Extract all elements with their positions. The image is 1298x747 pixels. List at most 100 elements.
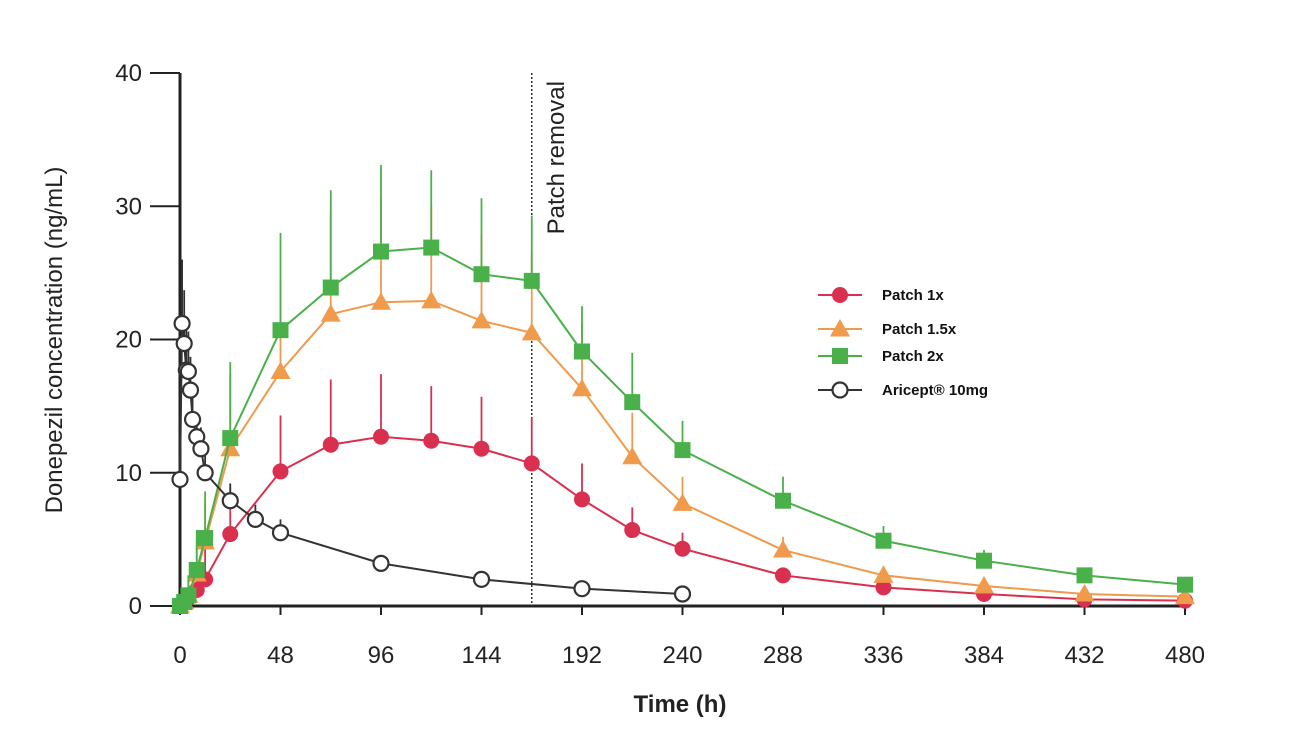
data-point [875,532,892,549]
x-tick-label: 240 [662,642,702,669]
data-point [271,524,290,542]
data-point [246,510,264,528]
data-point [775,567,791,584]
data-point [974,576,994,594]
data-point [673,585,692,603]
data-point [1076,567,1093,584]
x-tick-label: 96 [368,642,395,669]
data-point [831,381,849,399]
x-tick-label: 432 [1064,642,1104,669]
data-point [183,410,202,429]
series-line [179,435,1186,607]
data-point [320,304,341,322]
data-point [272,322,289,339]
x-tick-label: 0 [173,642,186,669]
data-point [573,580,591,598]
data-point [371,292,391,310]
data-point [471,310,492,329]
data-point [1177,576,1193,593]
data-point [775,492,791,509]
data-point [180,587,197,604]
data-point [523,455,540,472]
data-point [873,565,894,583]
data-point [622,446,643,465]
series-layer [170,164,1195,614]
y-tick-label: 0 [129,593,142,620]
legend-label: Aricept® 10mg [882,382,988,399]
patch-removal-label: Patch removal [543,81,570,234]
data-point [173,314,191,333]
series-square [172,164,1193,614]
data-point [574,491,590,508]
data-point [421,290,442,309]
x-tick-label: 384 [964,642,1004,669]
data-point [192,440,210,458]
data-point [272,463,289,480]
data-point [373,428,389,445]
data-point [832,348,848,364]
x-tick-label: 144 [461,642,501,669]
y-tick-label: 10 [115,460,142,487]
data-point [624,394,641,411]
data-point [197,530,214,547]
data-point [976,552,992,569]
data-point [423,432,440,449]
x-tick-label: 192 [562,642,602,669]
data-point [1074,584,1095,602]
y-axis-title: Donepezil concentration (ng/mL) [41,167,68,514]
y-tick-label: 40 [115,60,142,87]
y-tick-label: 30 [115,193,142,220]
data-point [572,378,592,397]
y-tick-label: 20 [115,327,142,354]
data-point [373,243,389,260]
legend-item: Patch 1.5x [818,319,957,338]
chart-legend: Patch 1x Patch 1.5x Patch 2x Aricept® 10mg [818,287,988,399]
data-point [574,343,590,360]
data-point [832,287,848,303]
data-point [523,272,540,289]
data-point [473,266,490,283]
data-point [188,562,205,579]
data-point [179,362,197,381]
data-point [875,579,892,596]
data-point [521,322,542,341]
series-open-circle [171,259,692,603]
legend-item: Patch 1x [818,287,944,304]
data-point [830,319,850,337]
x-tick-label: 480 [1165,642,1205,669]
data-point [175,334,193,353]
data-point [221,492,239,510]
data-point [773,540,793,558]
data-point [1175,586,1195,605]
data-point [181,381,200,399]
legend-label: Patch 1x [882,287,944,304]
x-tick-label: 336 [863,642,903,669]
legend-label: Patch 2x [882,348,944,365]
data-point [222,526,239,543]
data-point [674,540,691,557]
data-point [473,440,490,457]
data-point [220,438,241,457]
data-point [196,464,214,482]
axis-ticks: 0 48 96 144 192 240 288 336 384 432 480 0 10 20 30 40 [115,60,1205,669]
data-point [672,493,693,511]
x-axis-title: Time (h) [634,691,727,718]
series-line [179,323,683,596]
data-point [472,570,491,588]
data-point [322,436,339,453]
legend-label: Patch 1.5x [882,321,957,338]
legend-item: Patch 2x [818,348,944,365]
x-tick-label: 288 [763,642,803,669]
data-point [322,279,339,296]
data-point [222,430,239,447]
data-point [372,554,390,572]
chart-axes [178,73,1187,608]
data-point [270,361,291,379]
data-point [674,442,691,459]
legend-item: Aricept® 10mg [818,381,988,399]
x-tick-label: 48 [267,642,294,669]
data-point [423,239,440,256]
patch-removal-annotation: Patch removal [531,73,570,606]
data-point [171,470,189,489]
